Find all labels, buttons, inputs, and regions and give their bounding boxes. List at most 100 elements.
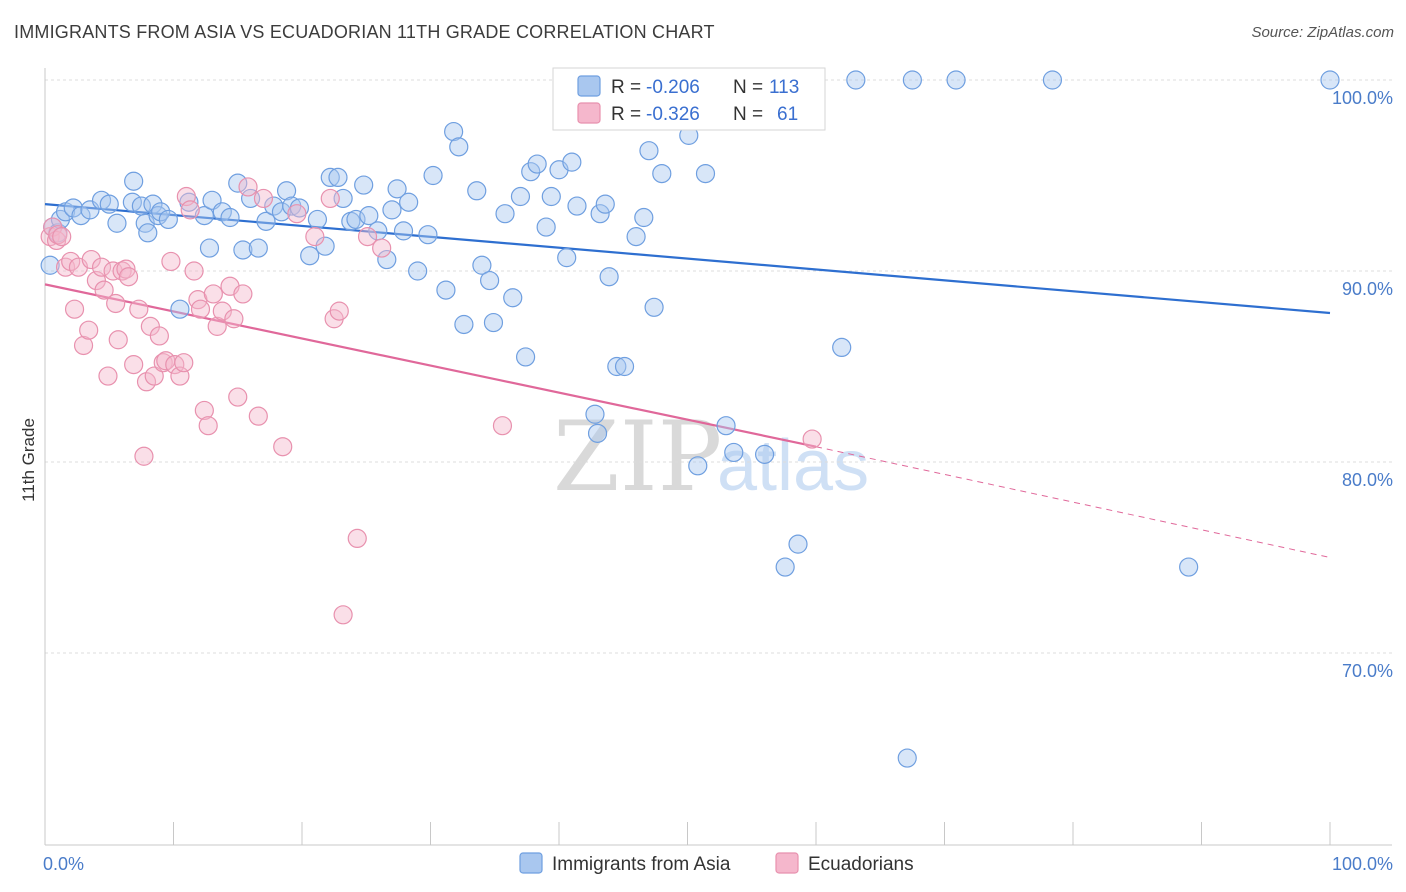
y-tick-labels: 70.0% 80.0% 90.0% 100.0% (1332, 88, 1393, 681)
data-point (408, 261, 428, 281)
data-point (203, 284, 223, 304)
data-point (639, 141, 659, 161)
data-point (562, 152, 582, 172)
data-point (276, 181, 297, 201)
data-point (902, 70, 922, 90)
data-point (372, 238, 392, 258)
data-point (134, 446, 154, 466)
data-point (333, 605, 353, 625)
data-point (716, 416, 736, 436)
data-point (346, 209, 366, 230)
data-point (99, 194, 119, 214)
bottom-legend-label-ecuadorians: Ecuadorians (808, 854, 914, 875)
data-point (724, 442, 744, 463)
data-point (198, 416, 218, 436)
data-point (495, 204, 515, 224)
data-point (354, 175, 374, 195)
data-point (1042, 70, 1063, 90)
data-point (91, 257, 112, 277)
data-point (515, 347, 536, 367)
data-point (527, 154, 547, 174)
legend-swatch-ecuadorians (577, 102, 601, 124)
trend-line-asia (44, 203, 1331, 315)
legend-r-value-ecuadorians: -0.326 (646, 104, 700, 125)
data-point (107, 213, 127, 233)
data-point (158, 209, 178, 230)
data-point (170, 299, 190, 319)
data-point (73, 335, 94, 356)
data-point (634, 207, 654, 228)
data-point (503, 288, 523, 308)
data-point (194, 206, 214, 226)
data-point (599, 267, 619, 287)
series-ecuadorians (40, 177, 822, 625)
x-tick-label: 0.0% (43, 854, 84, 874)
data-point (212, 202, 232, 222)
data-point (467, 181, 487, 201)
data-point (253, 188, 274, 209)
x-tick-labels: 0.0% 100.0% (43, 854, 1393, 874)
data-point (136, 372, 157, 392)
data-point (359, 206, 379, 226)
data-point (81, 249, 101, 270)
data-point (124, 171, 144, 191)
data-point (287, 204, 307, 224)
data-point (46, 230, 67, 251)
data-point (94, 280, 114, 300)
chart-title: IMMIGRANTS FROM ASIA VS ECUADORIAN 11TH … (14, 22, 715, 42)
data-point (118, 267, 139, 287)
data-point (614, 356, 635, 377)
data-point (315, 236, 335, 256)
data-point (256, 211, 276, 231)
data-point (161, 251, 181, 272)
data-point (587, 423, 608, 443)
watermark-atlas: atlas (717, 426, 869, 506)
bottom-legend-label-asia: Immigrants from Asia (552, 854, 731, 875)
data-point (116, 259, 136, 279)
data-point (190, 299, 211, 319)
data-point (775, 557, 795, 577)
data-point (108, 330, 128, 350)
data-point (377, 249, 397, 270)
data-point (248, 238, 268, 258)
data-point (320, 167, 340, 188)
data-point (521, 162, 541, 182)
data-point (357, 227, 378, 247)
data-point (151, 202, 171, 222)
data-point (387, 179, 407, 199)
y-axis-label: 11th Grade (19, 418, 38, 502)
data-point (480, 270, 500, 291)
data-point (184, 261, 204, 281)
data-point (199, 238, 220, 258)
data-point (98, 366, 118, 386)
data-point (138, 223, 158, 243)
data-point (590, 204, 610, 224)
trend-line-ecuadorians (44, 283, 817, 448)
data-point (449, 137, 469, 157)
data-point (567, 196, 587, 216)
legend-r-value-asia: -0.206 (646, 77, 700, 98)
data-point (64, 299, 85, 319)
data-point (233, 284, 253, 304)
y-tick-label: 80.0% (1342, 470, 1393, 490)
data-point (585, 404, 605, 424)
bottom-legend-swatch-asia (519, 852, 543, 874)
data-point (106, 293, 126, 314)
chart-source: Source: ZipAtlas.com (1251, 24, 1394, 41)
data-point (846, 70, 866, 90)
data-point (144, 366, 164, 386)
data-point (472, 255, 492, 275)
legend-r-label: R = (611, 104, 641, 125)
data-point (652, 163, 672, 184)
data-point (492, 416, 513, 436)
data-point (536, 217, 556, 237)
x-tick-label: 100.0% (1332, 854, 1393, 874)
legend-n-value-asia: 113 (769, 77, 799, 98)
data-point (305, 227, 325, 247)
bottom-legend-swatch-ecuadorians (775, 852, 799, 874)
trend-lines (44, 203, 1331, 558)
legend-r-label: R = (611, 77, 641, 98)
data-point (40, 255, 60, 275)
data-point (238, 177, 258, 197)
